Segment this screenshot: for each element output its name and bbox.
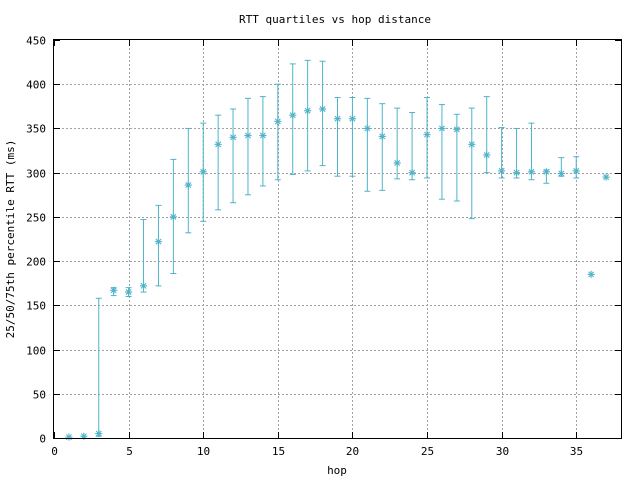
y-tick-label: 50 — [33, 389, 46, 402]
error-bar — [349, 96, 356, 177]
median-point — [393, 159, 401, 167]
median-point — [498, 167, 506, 175]
error-bar — [468, 107, 475, 220]
error-bar — [95, 297, 102, 437]
median-point — [154, 238, 163, 246]
median-point — [572, 167, 580, 175]
median-point — [199, 168, 207, 176]
y-axis-label: 25/50/75th percentile RTT (ms) — [4, 140, 17, 339]
error-bar — [230, 108, 237, 204]
x-tick-label: 25 — [421, 445, 434, 458]
error-bar — [259, 96, 266, 187]
error-bar — [185, 127, 192, 234]
x-tick-label: 20 — [346, 445, 359, 458]
error-bar — [289, 63, 296, 175]
y-tick-label: 200 — [26, 256, 46, 269]
median-point — [512, 169, 521, 177]
median-point — [483, 151, 491, 159]
median-point — [468, 140, 476, 148]
median-point — [184, 181, 192, 189]
median-point — [602, 173, 610, 181]
median-point — [363, 124, 371, 133]
error-bar — [438, 104, 445, 200]
median-point — [259, 131, 267, 140]
median-point — [214, 140, 222, 148]
error-bar — [394, 107, 401, 180]
error-bar — [319, 60, 326, 167]
error-bar — [215, 114, 222, 211]
error-bar — [244, 97, 251, 196]
median-point — [542, 168, 550, 176]
error-bar — [409, 112, 416, 181]
median-point — [139, 282, 148, 290]
y-tick-label: 450 — [26, 35, 46, 48]
median-point — [587, 270, 595, 278]
median-point — [304, 107, 312, 115]
median-point — [348, 115, 357, 123]
x-tick-label: 10 — [197, 445, 210, 458]
x-tick-label: 5 — [126, 445, 133, 458]
median-point — [408, 169, 416, 177]
y-tick-label: 0 — [39, 433, 46, 446]
median-point — [333, 115, 342, 123]
median-point — [95, 429, 103, 438]
median-point — [423, 131, 431, 139]
x-tick-label: 30 — [496, 445, 509, 458]
median-point — [557, 169, 565, 178]
y-tick-label: 350 — [26, 123, 46, 136]
x-axis-label: hop — [327, 464, 347, 477]
y-tick-label: 250 — [26, 212, 46, 225]
error-bar — [140, 219, 147, 293]
error-bar — [364, 97, 371, 192]
median-point — [125, 288, 133, 296]
data-points — [65, 105, 610, 441]
median-point — [378, 132, 386, 141]
chart-title: RTT quartiles vs hop distance — [239, 13, 431, 26]
error-bar — [334, 96, 341, 177]
x-tick-label: 15 — [272, 445, 285, 458]
x-tick-label: 0 — [51, 445, 58, 458]
error-bar — [155, 204, 162, 287]
median-point — [244, 131, 252, 140]
y-axis: 0 50 100 150 200 250 300 350 400 450 — [26, 35, 621, 446]
median-point — [110, 286, 118, 294]
error-bar — [483, 96, 490, 174]
error-bar — [274, 83, 281, 181]
y-tick-label: 100 — [26, 345, 46, 358]
grid — [54, 40, 621, 438]
y-tick-label: 300 — [26, 168, 46, 181]
median-point — [169, 213, 177, 221]
median-point — [453, 125, 461, 133]
x-tick-label: 35 — [570, 445, 583, 458]
y-tick-label: 150 — [26, 300, 46, 313]
error-bar — [379, 103, 386, 191]
median-point — [274, 117, 282, 125]
y-tick-label: 400 — [26, 79, 46, 92]
median-point — [289, 111, 297, 119]
median-point — [527, 168, 536, 176]
median-point — [318, 105, 327, 113]
plot-frame — [53, 39, 622, 439]
median-point — [229, 133, 237, 141]
median-point — [438, 124, 446, 133]
median-point — [65, 433, 73, 441]
x-axis: 0 5 10 15 20 25 30 35 — [51, 40, 583, 458]
error-bar — [304, 59, 311, 172]
